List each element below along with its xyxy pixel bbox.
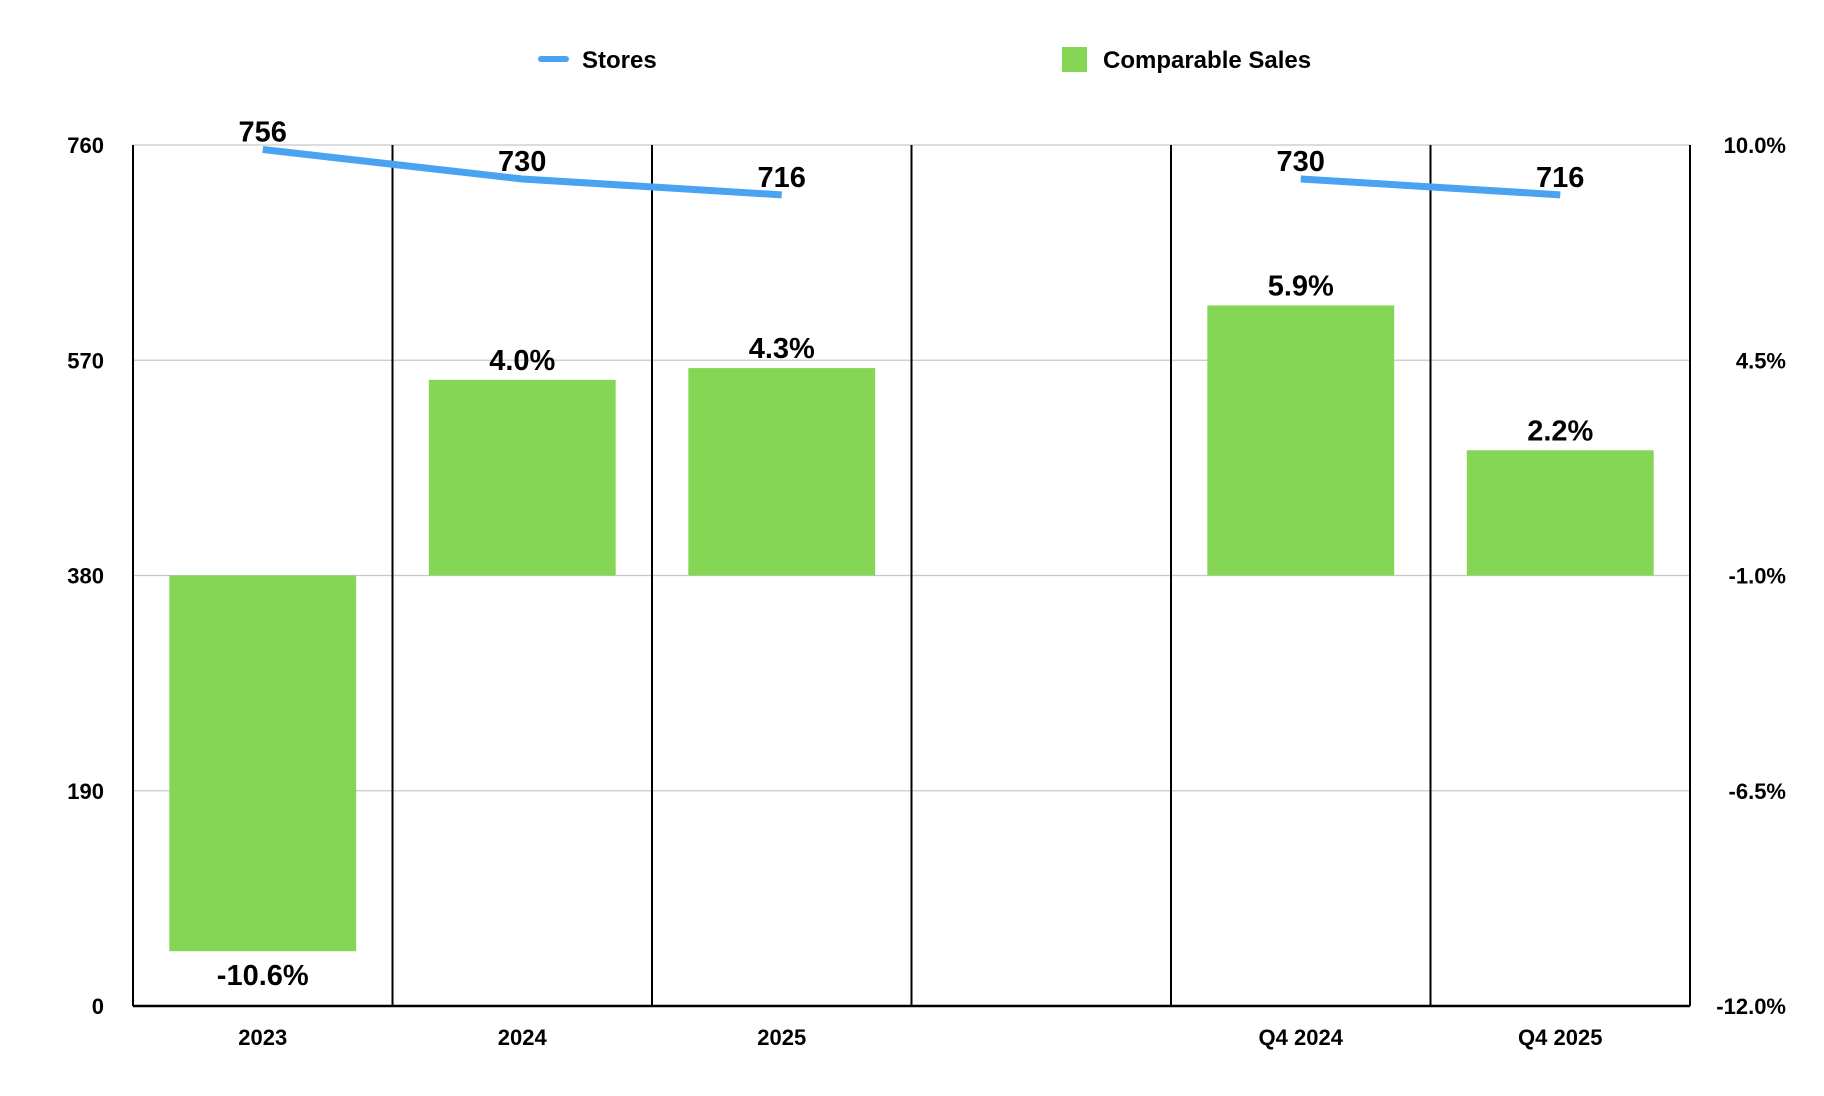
stores-data-label: 730: [498, 146, 546, 178]
comparable-sales-data-label: -10.6%: [217, 960, 309, 992]
stores-data-label: 730: [1277, 146, 1325, 178]
category-dividers: [132, 145, 1691, 1008]
comparable-sales-data-label: 4.0%: [489, 345, 555, 377]
x-axis-category-label: 2024: [498, 1025, 548, 1050]
x-axis-category-label: Q4 2024: [1259, 1025, 1344, 1050]
stores-data-label: 756: [239, 117, 287, 149]
bar-2023: [169, 575, 357, 952]
legend: Stores Comparable Sales: [538, 47, 1311, 74]
stores-data-label: 716: [1536, 162, 1584, 194]
bar-2024: [428, 379, 616, 576]
bar-q4-2024: [1207, 305, 1395, 576]
right-axis-tick-label: 10.0%: [1724, 133, 1786, 158]
left-axis-tick-label: 0: [92, 994, 104, 1019]
x-axis-category-label: Q4 2025: [1518, 1025, 1602, 1050]
x-axis-category-label: 2023: [238, 1025, 287, 1050]
line-series-stores: [262, 146, 1561, 199]
legend-comparable-sales-marker: [1062, 47, 1087, 72]
bar-2025: [688, 368, 876, 576]
right-axis-tick-label: -1.0%: [1729, 564, 1786, 589]
data-labels: 756 730 716 730 716 -10.6% 4.0% 4.3% 5.9% 2.2%: [217, 117, 1594, 993]
comparable-sales-data-label: 2.2%: [1527, 415, 1593, 447]
stores-line-segment: [262, 146, 782, 199]
comparable-sales-data-label: 5.9%: [1268, 270, 1334, 302]
left-axis-tick-label: 570: [67, 348, 104, 373]
left-axis-tick-label: 190: [67, 779, 104, 804]
legend-comparable-sales-label: Comparable Sales: [1103, 47, 1311, 74]
legend-stores-label: Stores: [582, 47, 657, 74]
stores-data-label: 716: [758, 162, 806, 194]
stores-line-segment: [1300, 175, 1561, 199]
x-axis-category-label: 2025: [757, 1025, 806, 1050]
right-axis-tick-label: -12.0%: [1716, 994, 1786, 1019]
right-axis-tick-label: -6.5%: [1729, 779, 1786, 804]
bar-series-comparable-sales: [169, 305, 1654, 952]
axis-labels: 0 190 380 570 760 -12.0% -6.5% -1.0% 4.5% 10.0% 20…: [67, 133, 1786, 1050]
comparable-sales-data-label: 4.3%: [749, 333, 815, 365]
left-axis-tick-label: 380: [67, 564, 104, 589]
bar-q4-2025: [1466, 450, 1654, 576]
right-axis-tick-label: 4.5%: [1736, 348, 1786, 373]
left-axis-tick-label: 760: [67, 133, 104, 158]
